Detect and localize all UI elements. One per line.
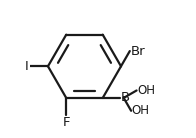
Text: Br: Br — [130, 45, 145, 58]
Text: I: I — [25, 60, 28, 73]
Text: OH: OH — [132, 104, 150, 117]
Text: F: F — [63, 116, 70, 129]
Text: OH: OH — [137, 84, 155, 97]
Text: B: B — [121, 91, 130, 104]
